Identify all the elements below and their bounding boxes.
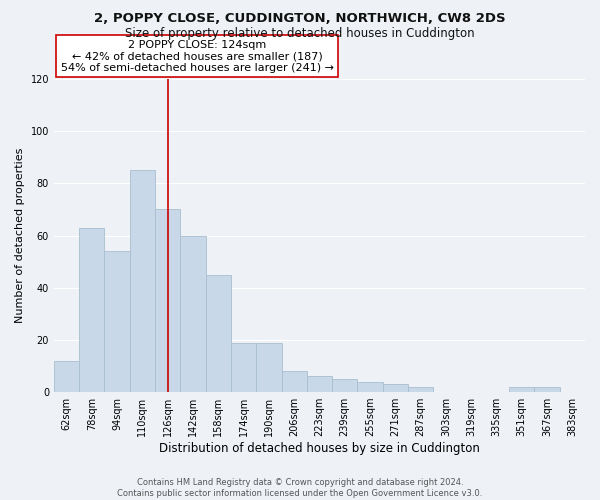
Bar xyxy=(307,376,332,392)
Bar xyxy=(181,236,206,392)
Text: Contains HM Land Registry data © Crown copyright and database right 2024.
Contai: Contains HM Land Registry data © Crown c… xyxy=(118,478,482,498)
Bar xyxy=(509,387,535,392)
Bar xyxy=(383,384,408,392)
Bar xyxy=(281,371,307,392)
X-axis label: Distribution of detached houses by size in Cuddington: Distribution of detached houses by size … xyxy=(159,442,480,455)
Bar xyxy=(79,228,104,392)
Bar xyxy=(231,342,256,392)
Bar xyxy=(358,382,383,392)
Bar xyxy=(332,379,358,392)
Bar xyxy=(54,361,79,392)
Text: Size of property relative to detached houses in Cuddington: Size of property relative to detached ho… xyxy=(125,28,475,40)
Bar xyxy=(256,342,281,392)
Bar xyxy=(130,170,155,392)
Bar xyxy=(155,210,181,392)
Bar xyxy=(535,387,560,392)
Y-axis label: Number of detached properties: Number of detached properties xyxy=(15,148,25,323)
Bar xyxy=(206,274,231,392)
Text: 2, POPPY CLOSE, CUDDINGTON, NORTHWICH, CW8 2DS: 2, POPPY CLOSE, CUDDINGTON, NORTHWICH, C… xyxy=(94,12,506,26)
Text: 2 POPPY CLOSE: 124sqm
← 42% of detached houses are smaller (187)
54% of semi-det: 2 POPPY CLOSE: 124sqm ← 42% of detached … xyxy=(61,40,334,72)
Bar xyxy=(104,251,130,392)
Bar xyxy=(408,387,433,392)
